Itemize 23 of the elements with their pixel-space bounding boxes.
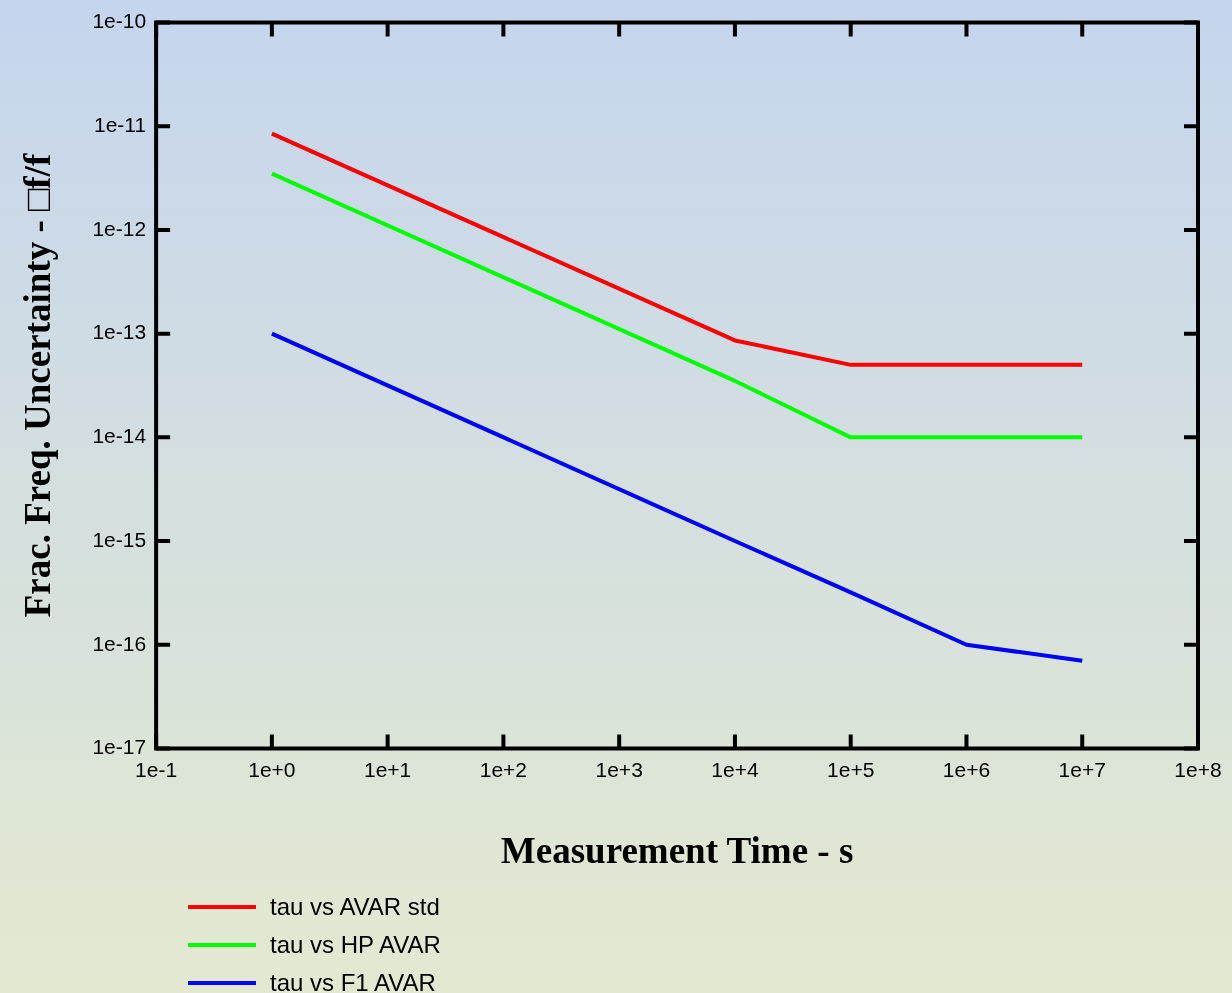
y-tick-label: 1e-12	[92, 216, 147, 240]
legend-label: tau vs HP AVAR	[270, 930, 441, 960]
legend-label: tau vs F1 AVAR	[270, 968, 436, 993]
x-tick-label: 1e+3	[595, 757, 643, 781]
y-tick-label: 1e-17	[92, 735, 147, 759]
x-tick-label: 1e-1	[135, 757, 178, 781]
x-tick-label: 1e+1	[363, 757, 412, 781]
y-tick-label: 1e-11	[93, 113, 147, 137]
y-axis-title: Frac. Freq. Uncertainty - □f/f	[16, 153, 58, 618]
x-tick-label: 1e+8	[1174, 757, 1222, 781]
x-tick-label: 1e+4	[711, 757, 759, 781]
x-axis-title: Measurement Time - s	[500, 830, 854, 872]
legend-label: tau vs AVAR std	[270, 892, 440, 922]
y-tick-label: 1e-15	[92, 527, 147, 551]
x-tick-label: 1e+6	[942, 757, 991, 781]
y-tick-label: 1e-10	[92, 9, 147, 33]
y-tick-label: 1e-13	[92, 320, 147, 344]
x-tick-label: 1e+7	[1058, 757, 1106, 781]
x-tick-label: 1e+2	[479, 757, 528, 781]
y-tick-label: 1e-14	[92, 424, 147, 448]
x-tick-label: 1e+5	[827, 757, 875, 781]
x-tick-label: 1e+0	[248, 757, 296, 781]
y-tick-label: 1e-16	[92, 631, 147, 655]
